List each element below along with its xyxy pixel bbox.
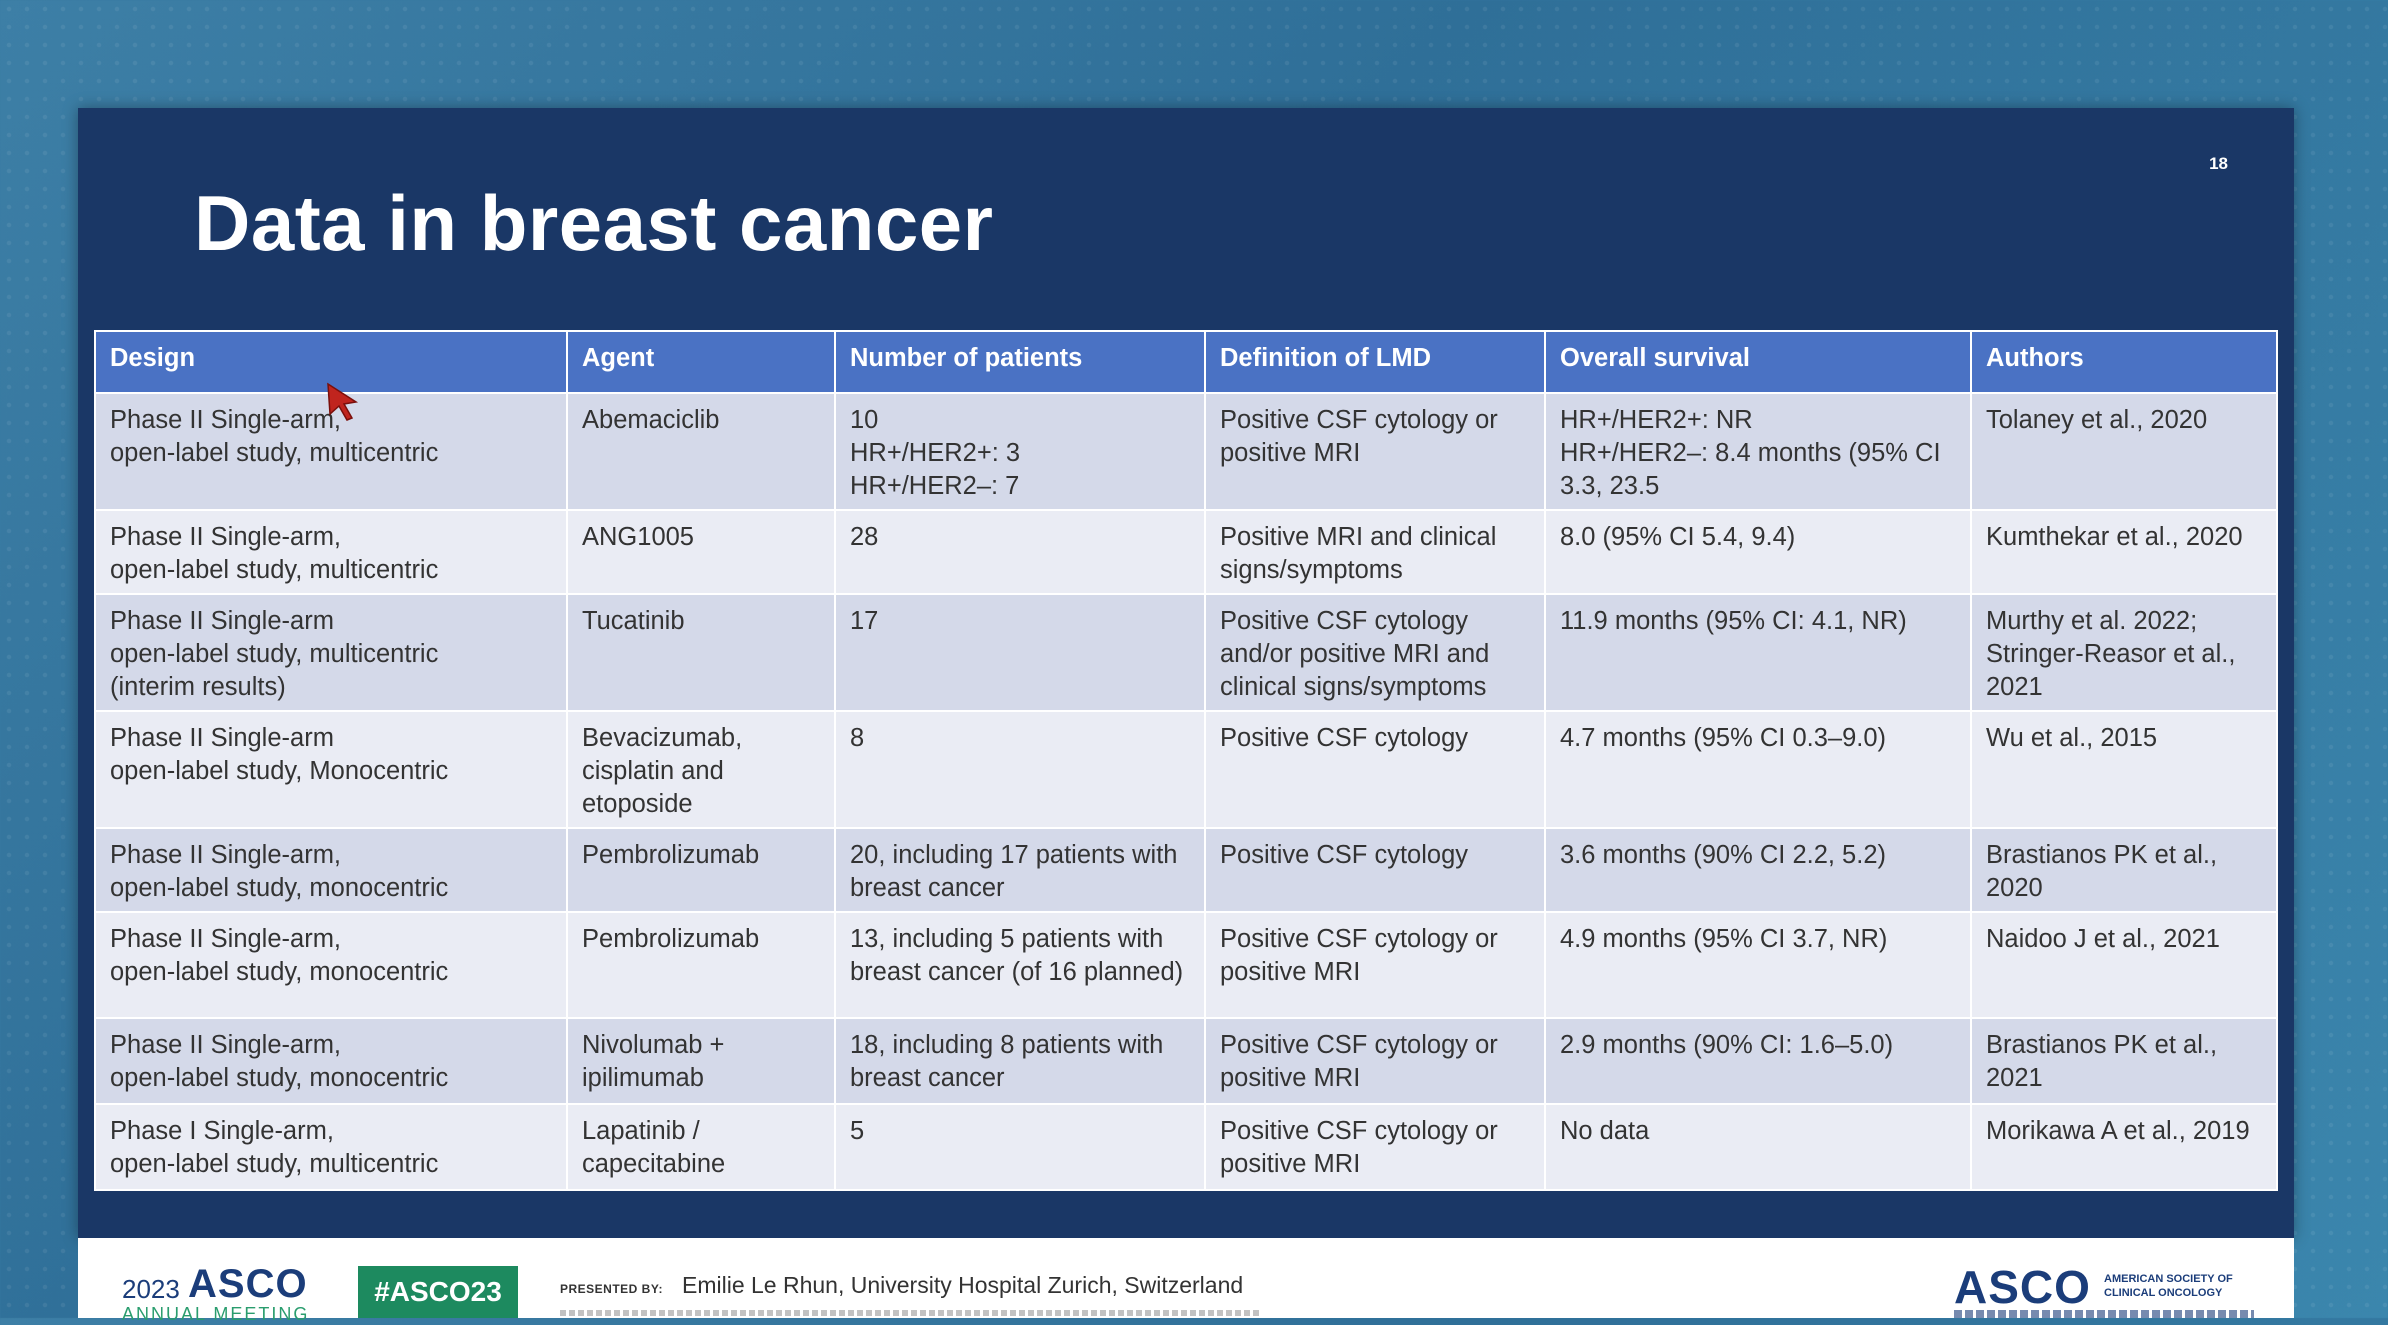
cell-lmd-definition: Positive CSF cytology and/or positive MR… <box>1204 593 1546 712</box>
table-row: Phase II Single-arm, open-label study, m… <box>94 827 2278 913</box>
cell-agent: Tucatinib <box>566 593 836 712</box>
table-row: Phase II Single-arm, open-label study, m… <box>94 392 2278 511</box>
cell-agent: Pembrolizumab <box>566 911 836 1019</box>
cell-design: Phase II Single-arm, open-label study, m… <box>94 827 568 913</box>
cell-lmd-definition: Positive CSF cytology <box>1204 827 1546 913</box>
cell-agent: Nivolumab + ipilimumab <box>566 1017 836 1105</box>
slide-title: Data in breast cancer <box>194 179 994 267</box>
slide-number: 18 <box>2209 154 2228 173</box>
asco-org-name: American Society of Clinical Oncology <box>2104 1273 2233 1299</box>
table-row: Phase II Single-arm, open-label study, m… <box>94 911 2278 1019</box>
cell-overall-survival: No data <box>1544 1103 1972 1191</box>
header-authors: Authors <box>1970 330 2278 394</box>
copyright-fine-print <box>560 1310 1260 1316</box>
cell-design: Phase II Single-arm open-label study, mu… <box>94 593 568 712</box>
annual-meeting-label: ANNUAL MEETING <box>122 1304 310 1324</box>
asco-logo-right: ASCO <box>1954 1261 2091 1313</box>
cell-lmd-definition: Positive MRI and clinical signs/symptoms <box>1204 509 1546 595</box>
asco-logo-left: ASCO <box>188 1262 308 1306</box>
cell-patients: 28 <box>834 509 1206 595</box>
cell-patients: 10 HR+/HER2+: 3 HR+/HER2–: 7 <box>834 392 1206 511</box>
cell-overall-survival: 11.9 months (95% CI: 4.1, NR) <box>1544 593 1972 712</box>
header-overall-survival: Overall survival <box>1544 330 1972 394</box>
cell-authors: Naidoo J et al., 2021 <box>1970 911 2278 1019</box>
cell-agent: Bevacizumab, cisplatin and etoposide <box>566 710 836 829</box>
header-design: Design <box>94 330 568 394</box>
cell-agent: Abemaciclib <box>566 392 836 511</box>
table-row: Phase II Single-arm open-label study, Mo… <box>94 710 2278 829</box>
slide: Data in breast cancer 18 Design Agent Nu… <box>78 108 2294 1238</box>
cell-design: Phase II Single-arm, open-label study, m… <box>94 1017 568 1105</box>
cell-authors: Wu et al., 2015 <box>1970 710 2278 829</box>
cell-overall-survival: 4.7 months (95% CI 0.3–9.0) <box>1544 710 1972 829</box>
cell-patients: 20, including 17 patients with breast ca… <box>834 827 1206 913</box>
meeting-year: 2023 <box>122 1274 180 1304</box>
cell-agent: Pembrolizumab <box>566 827 836 913</box>
cell-authors: Brastianos PK et al., 2021 <box>1970 1017 2278 1105</box>
cell-lmd-definition: Positive CSF cytology or positive MRI <box>1204 392 1546 511</box>
cell-overall-survival: HR+/HER2+: NR HR+/HER2–: 8.4 months (95%… <box>1544 392 1972 511</box>
cell-authors: Murthy et al. 2022; Stringer-Reasor et a… <box>1970 593 2278 712</box>
cell-lmd-definition: Positive CSF cytology <box>1204 710 1546 829</box>
cell-authors: Kumthekar et al., 2020 <box>1970 509 2278 595</box>
cell-authors: Morikawa A et al., 2019 <box>1970 1103 2278 1191</box>
cell-lmd-definition: Positive CSF cytology or positive MRI <box>1204 1017 1546 1105</box>
cell-design: Phase II Single-arm, open-label study, m… <box>94 911 568 1019</box>
cell-design: Phase II Single-arm, open-label study, m… <box>94 509 568 595</box>
table-row: Phase II Single-arm open-label study, mu… <box>94 593 2278 712</box>
cell-patients: 5 <box>834 1103 1206 1191</box>
table-row: Phase II Single-arm, open-label study, m… <box>94 1017 2278 1105</box>
cell-design: Phase II Single-arm, open-label study, m… <box>94 392 568 511</box>
mouse-pointer-icon <box>327 382 359 421</box>
cell-patients: 13, including 5 patients with breast can… <box>834 911 1206 1019</box>
cell-patients: 8 <box>834 710 1206 829</box>
cell-agent: Lapatinib / capecitabine <box>566 1103 836 1191</box>
cell-overall-survival: 8.0 (95% CI 5.4, 9.4) <box>1544 509 1972 595</box>
cell-overall-survival: 4.9 months (95% CI 3.7, NR) <box>1544 911 1972 1019</box>
slide-footer: 2023 ASCO ANNUAL MEETING #ASCO23 PRESENT… <box>78 1238 2294 1324</box>
asco-tagline <box>1954 1310 2254 1318</box>
cell-overall-survival: 2.9 months (90% CI: 1.6–5.0) <box>1544 1017 1972 1105</box>
cell-patients: 17 <box>834 593 1206 712</box>
cell-authors: Tolaney et al., 2020 <box>1970 392 2278 511</box>
header-definition-of-lmd: Definition of LMD <box>1204 330 1546 394</box>
presenter-name: Emilie Le Rhun, University Hospital Zuri… <box>682 1272 1244 1298</box>
cell-agent: ANG1005 <box>566 509 836 595</box>
cell-authors: Brastianos PK et al., 2020 <box>1970 827 2278 913</box>
cell-overall-survival: 3.6 months (90% CI 2.2, 5.2) <box>1544 827 1972 913</box>
table-row: Phase II Single-arm, open-label study, m… <box>94 509 2278 595</box>
header-number-of-patients: Number of patients <box>834 330 1206 394</box>
header-agent: Agent <box>566 330 836 394</box>
table-header-row: Design Agent Number of patients Definiti… <box>94 330 2278 394</box>
cell-design: Phase II Single-arm open-label study, Mo… <box>94 710 568 829</box>
cell-lmd-definition: Positive CSF cytology or positive MRI <box>1204 1103 1546 1191</box>
hashtag-badge: #ASCO23 <box>358 1266 518 1318</box>
cell-design: Phase I Single-arm, open-label study, mu… <box>94 1103 568 1191</box>
table-row: Phase I Single-arm, open-label study, mu… <box>94 1103 2278 1191</box>
cell-patients: 18, including 8 patients with breast can… <box>834 1017 1206 1105</box>
presented-by-label: PRESENTED BY: <box>560 1282 663 1296</box>
trials-table: Design Agent Number of patients Definiti… <box>94 330 2278 1191</box>
cell-lmd-definition: Positive CSF cytology or positive MRI <box>1204 911 1546 1019</box>
